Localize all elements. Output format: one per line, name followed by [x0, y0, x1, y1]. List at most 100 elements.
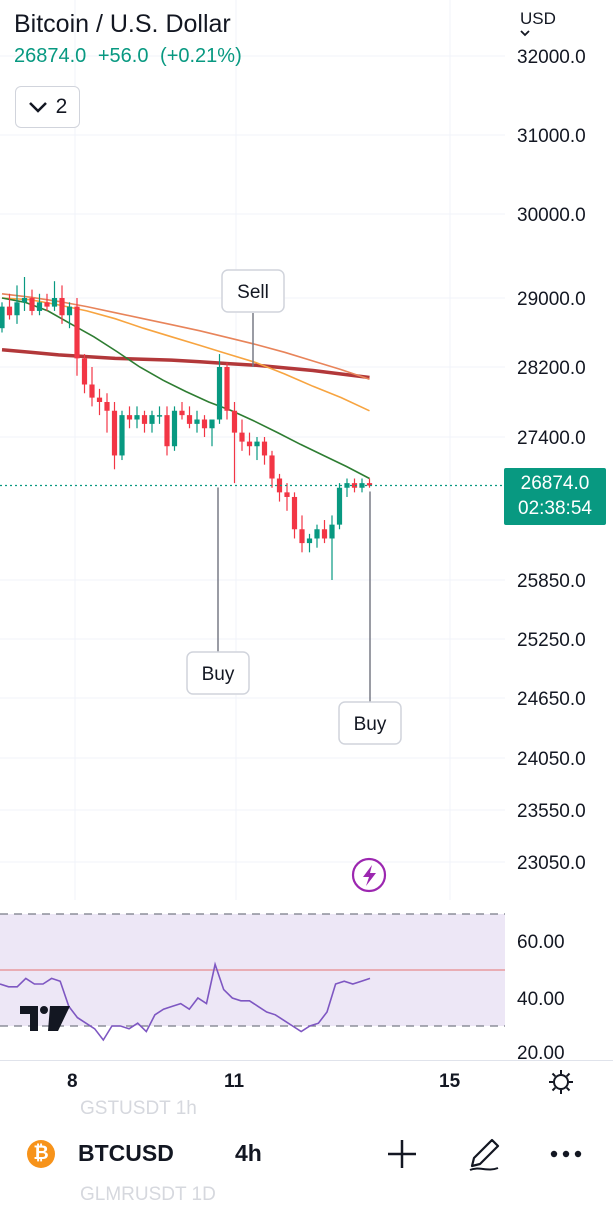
- candle-body: [269, 455, 275, 479]
- settings-icon[interactable]: [546, 1067, 576, 1097]
- candle-body: [59, 298, 65, 316]
- candle-body: [96, 397, 103, 402]
- price-tick-label: 31000.0: [517, 126, 586, 147]
- candle-body: [119, 415, 125, 456]
- lightning-icon-bolt: [363, 865, 376, 886]
- candle-body: [276, 478, 283, 493]
- candle-body: [314, 529, 320, 539]
- candle-body: [21, 298, 28, 303]
- indicators-count: 2: [55, 95, 68, 118]
- candle-body: [36, 302, 43, 311]
- signal-label: Buy: [354, 714, 387, 735]
- price-summary: 26874.0 +56.0 (+0.21%): [14, 45, 248, 68]
- time-label-8: 8: [67, 1071, 78, 1092]
- more-icon[interactable]: [546, 1134, 586, 1174]
- candle-body: [246, 441, 253, 447]
- currency-label: USD: [520, 9, 556, 28]
- candle-body: [336, 487, 343, 525]
- candle-body: [366, 483, 373, 486]
- indicators-toggle-button[interactable]: 2: [15, 86, 80, 128]
- candle-body: [156, 415, 163, 417]
- candle-body: [201, 419, 208, 429]
- candle-body: [51, 298, 58, 307]
- candle-body: [351, 483, 358, 488]
- candle-body: [291, 496, 298, 530]
- price-tick-label: 25850.0: [517, 571, 586, 592]
- time-axis[interactable]: 8 11 15: [0, 1060, 613, 1105]
- candle-body: [89, 384, 95, 398]
- candle-body: [44, 302, 50, 307]
- price-change: +56.0: [97, 45, 149, 67]
- pen-icon[interactable]: [464, 1134, 504, 1174]
- price-tick-label: 28200.0: [517, 358, 586, 379]
- candle-body: [14, 302, 20, 316]
- candle-body: [6, 306, 13, 316]
- ghost-symbol-bottom: GLMRUSDT 1D: [80, 1184, 216, 1205]
- candle-body: [66, 306, 73, 316]
- price-tick-label: 29000.0: [517, 289, 586, 310]
- ghost-symbol-top: GSTUSDT 1h: [80, 1098, 197, 1119]
- signal-label: Buy: [202, 664, 235, 685]
- candle-body: [29, 298, 35, 311]
- candle-body: [194, 419, 200, 424]
- tradingview-logo-part: [48, 1006, 70, 1031]
- bar-countdown: 02:38:54: [518, 498, 592, 519]
- candle-body: [231, 410, 238, 433]
- plus-icon[interactable]: [382, 1134, 422, 1174]
- candle-body: [321, 529, 328, 539]
- lightning-icon[interactable]: [351, 857, 387, 893]
- sma-fast-line: [1, 297, 370, 480]
- candle-body: [81, 358, 88, 385]
- candle-body: [284, 492, 290, 497]
- interval-selector[interactable]: 4h: [235, 1140, 262, 1166]
- candle-body: [239, 432, 245, 442]
- candle-body: [141, 415, 148, 424]
- symbol-selector[interactable]: BTCUSD: [78, 1140, 174, 1166]
- signal-box-buy: [338, 701, 402, 745]
- rsi-tick-label: 40.00: [517, 989, 565, 1010]
- time-label-11: 11: [224, 1071, 245, 1092]
- last-price: 26874.0: [14, 45, 87, 67]
- price-tick-label: 25250.0: [517, 630, 586, 651]
- rsi-line: [0, 961, 371, 1042]
- price-tick-label: 27400.0: [517, 428, 586, 449]
- candle-body: [126, 415, 133, 420]
- sma-slow-line: [1, 293, 370, 381]
- candle-body: [306, 538, 313, 544]
- price-chart[interactable]: Sell Buy Buy 32000.0 31000.0 30000.0 29000.0 2…: [0, 0, 613, 900]
- chart-header: Bitcoin / U.S. Dollar 26874.0 +56.0 (+0.…: [14, 10, 248, 68]
- chevron-down-icon: [520, 30, 530, 37]
- bitcoin-icon: ₿: [27, 1140, 55, 1168]
- candle-body: [224, 367, 230, 411]
- price-tick-label: 23050.0: [517, 853, 586, 874]
- candle-body: [134, 415, 140, 420]
- time-label-15: 15: [439, 1071, 461, 1092]
- currency-selector[interactable]: USD: [520, 9, 556, 37]
- candle-body: [299, 529, 305, 544]
- price-tick-label: 24050.0: [517, 749, 586, 770]
- candle-body: [149, 415, 155, 424]
- signal-box-sell: [221, 269, 285, 313]
- candle-body: [329, 524, 335, 539]
- tradingview-logo-part: [40, 1006, 48, 1014]
- rsi-tick-label: 60.00: [517, 932, 565, 953]
- current-price-value: 26874.0: [520, 473, 590, 494]
- rsi-pane[interactable]: 60.00 40.00 20.00: [0, 900, 613, 1060]
- chart-canvas[interactable]: Sell Buy Buy 32000.0 31000.0 30000.0 29000.0 2…: [0, 0, 613, 900]
- tradingview-logo-part: [20, 1006, 38, 1031]
- price-tick-label: 32000.0: [517, 47, 586, 68]
- candle-body: [164, 415, 170, 447]
- candle-body: [74, 306, 80, 359]
- candle-body: [254, 441, 260, 447]
- rsi-tick-label: 20.00: [517, 1043, 565, 1060]
- candle-body: [179, 410, 185, 416]
- candle-body: [209, 419, 215, 429]
- current-price-label: 26874.0 02:38:54: [504, 468, 606, 525]
- chevron-down-icon: [28, 102, 47, 113]
- rsi-canvas[interactable]: 60.00 40.00 20.00: [0, 900, 613, 1060]
- tradingview-logo: [20, 1006, 70, 1031]
- price-change-pct: (+0.21%): [160, 45, 242, 67]
- price-tick-label: 23550.0: [517, 801, 586, 822]
- sma-long-line: [1, 348, 370, 380]
- symbol-title[interactable]: Bitcoin / U.S. Dollar: [14, 10, 231, 38]
